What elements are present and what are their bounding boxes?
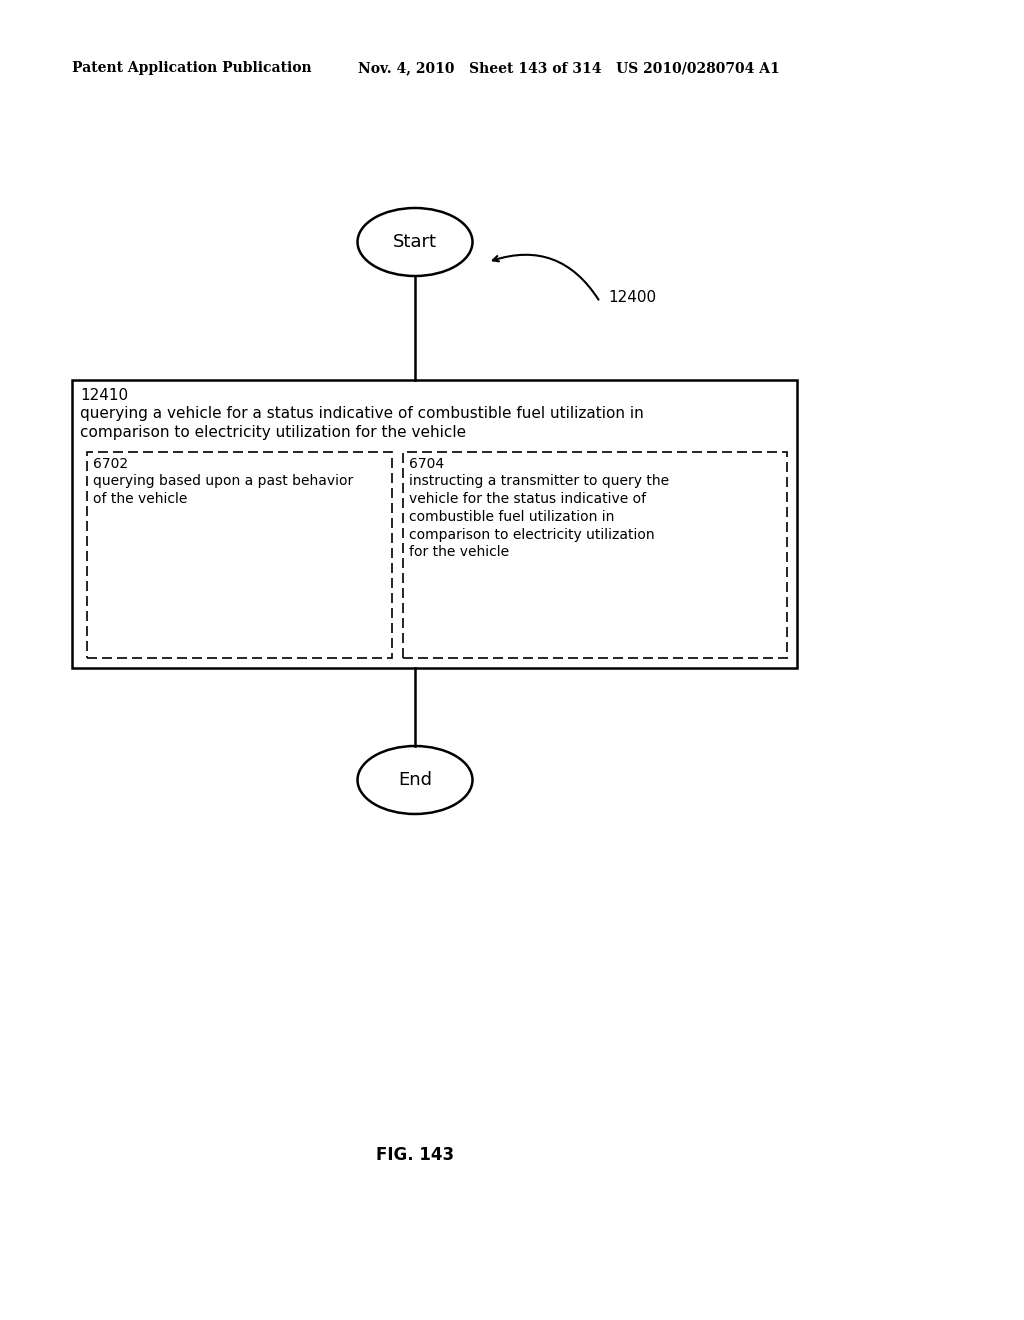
Text: 6704: 6704 [409,457,444,471]
Text: instructing a transmitter to query the
vehicle for the status indicative of
comb: instructing a transmitter to query the v… [409,474,669,560]
Bar [72,380,797,668]
Bar [403,451,787,657]
Ellipse shape [357,209,472,276]
Ellipse shape [357,746,472,814]
Text: 6702: 6702 [93,457,128,471]
Bar [87,451,392,657]
Text: 12410: 12410 [80,388,128,403]
Text: FIG. 143: FIG. 143 [376,1146,454,1164]
Text: querying a vehicle for a status indicative of combustible fuel utilization in
co: querying a vehicle for a status indicati… [80,407,644,440]
Text: Start: Start [393,234,437,251]
Text: End: End [398,771,432,789]
Text: querying based upon a past behavior
of the vehicle: querying based upon a past behavior of t… [93,474,353,506]
Text: Nov. 4, 2010   Sheet 143 of 314   US 2010/0280704 A1: Nov. 4, 2010 Sheet 143 of 314 US 2010/02… [358,61,779,75]
Text: 12400: 12400 [608,290,656,305]
Text: Patent Application Publication: Patent Application Publication [72,61,311,75]
